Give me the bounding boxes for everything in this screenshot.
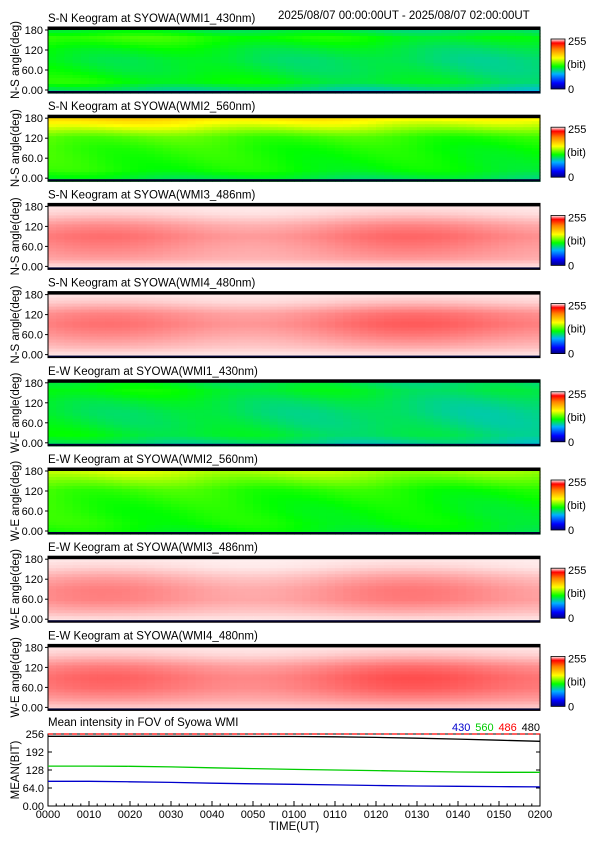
- y-tick-label: 60.0: [22, 153, 43, 165]
- colorbar-max-label: 255: [568, 36, 586, 48]
- y-tick-label: 180: [25, 201, 43, 213]
- y-tick-label: 60.0: [22, 241, 43, 253]
- panel-title: S-N Keogram at SYOWA(WMI2_560nm): [48, 101, 255, 113]
- y-tick-label: 180: [25, 25, 43, 37]
- colorbar-unit-label: (bit): [567, 59, 586, 71]
- y-tick-label: 0.00: [22, 173, 43, 185]
- y-tick-label: 60.0: [22, 65, 43, 77]
- keogram-panel: S-N Keogram at SYOWA(WMI4_480nm)18012060…: [10, 278, 586, 364]
- colorbar-min-label: 0: [568, 260, 574, 272]
- y-tick-label: 120: [25, 221, 43, 233]
- keogram-panel: S-N Keogram at SYOWA(WMI3_486nm) 180 120 60…: [10, 189, 586, 275]
- panel-title: S-N Keogram at SYOWA(WMI3_486nm): [48, 189, 255, 201]
- panel-title: S-N Keogram at SYOWA(WMI4_480nm): [48, 278, 255, 290]
- colorbar-min-label: 0: [568, 84, 574, 96]
- y-tick-label: 0.00: [22, 85, 43, 97]
- time-range-label: 2025/08/07 00:00:00UT - 2025/08/07 02:00…: [278, 10, 530, 22]
- colorbar: [551, 215, 565, 265]
- panel-title: S-N Keogram at SYOWA(WMI1_430nm): [48, 13, 255, 25]
- colorbar-unit-label: (bit): [567, 235, 586, 247]
- keogram-panel: S-N Keogram at SYOWA(WMI2_560nm) 180 120 60…: [10, 101, 586, 187]
- y-tick-label: 120: [25, 133, 43, 145]
- colorbar-unit-label: (bit): [567, 147, 586, 159]
- colorbar-min-label: 0: [568, 172, 574, 184]
- colorbar-max-label: 255: [568, 212, 586, 224]
- y-axis-label: N-S angle(deg): [10, 109, 22, 187]
- keogram-panel: S-N Keogram at SYOWA(WMI1_430nm) 180 120 60…: [10, 13, 586, 99]
- y-tick-label: 180: [25, 113, 43, 125]
- colorbar: [551, 39, 565, 89]
- colorbar-max-label: 255: [568, 124, 586, 136]
- y-tick-label: 120: [25, 45, 43, 57]
- keogram-panels: S-N Keogram at SYOWA(WMI1_430nm) 180 120 60…: [10, 13, 586, 718]
- y-axis-label: N-S angle(deg): [10, 21, 22, 99]
- y-tick-label: 0.00: [22, 261, 43, 273]
- colorbar: [551, 127, 565, 177]
- y-axis-label: N-S angle(deg): [10, 197, 22, 275]
